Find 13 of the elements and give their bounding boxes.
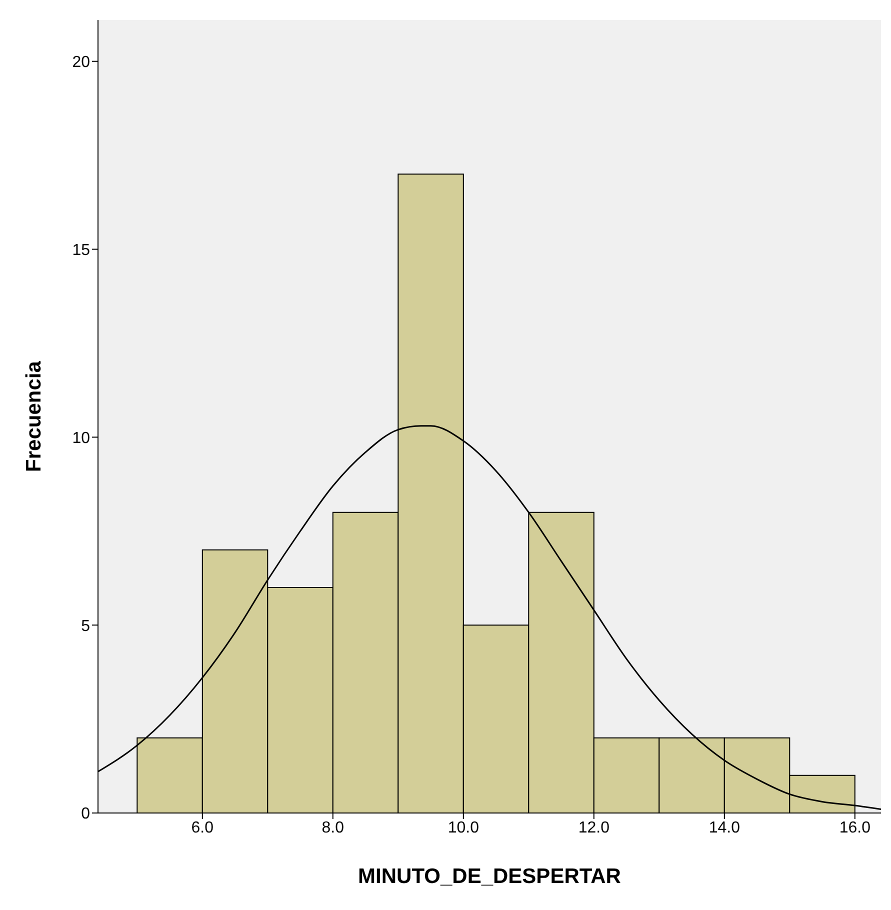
x-axis-title: MINUTO_DE_DESPERTAR — [358, 865, 621, 888]
y-tick-label: 0 — [81, 806, 90, 823]
y-axis-title: Frecuencia — [22, 360, 46, 472]
x-tick-label: 16.0 — [839, 819, 871, 836]
x-tick-label: 12.0 — [578, 819, 610, 836]
x-tick-label: 6.0 — [191, 819, 214, 836]
y-tick-label: 10 — [72, 430, 90, 447]
x-tick-label: 10.0 — [448, 819, 480, 836]
x-tick-label: 14.0 — [708, 819, 740, 836]
y-tick-label: 20 — [72, 54, 90, 72]
y-tick-label: 5 — [81, 618, 90, 635]
x-tick-label: 8.0 — [322, 819, 344, 836]
y-tick-label: 15 — [72, 242, 90, 259]
